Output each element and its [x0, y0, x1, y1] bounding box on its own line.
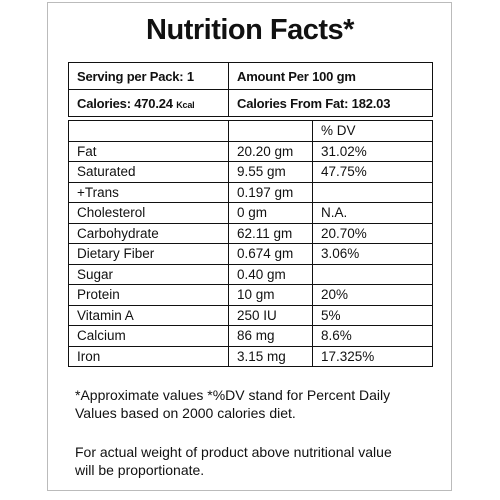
- nutrient-name: Sugar: [68, 263, 229, 285]
- nutrient-table: % DV Fat 20.20 gm 31.02% Saturated 9.55 gm 47…: [68, 120, 433, 367]
- daily-value: 20.70%: [312, 222, 433, 244]
- text-line: For actual weight of product above nutri…: [75, 444, 392, 460]
- summary-row: Calories: 470.24 Kcal Calories From Fat:…: [68, 89, 433, 117]
- nutrient-row: Calcium 86 mg 8.6%: [68, 325, 433, 347]
- calories: Calories: 470.24 Kcal: [68, 89, 229, 117]
- cell: [68, 120, 229, 142]
- nutrient-name: Carbohydrate: [68, 222, 229, 244]
- nutrient-row: Sugar 0.40 gm: [68, 263, 433, 285]
- cell: [228, 120, 313, 142]
- daily-value: 17.325%: [312, 345, 433, 367]
- calories-from-fat: Calories From Fat: 182.03: [228, 89, 433, 117]
- nutrient-row: Saturated 9.55 gm 47.75%: [68, 161, 433, 183]
- amount: 20.20 gm: [228, 140, 313, 162]
- calories-value: Calories: 470.24: [77, 95, 173, 111]
- nutrient-row: Vitamin A 250 IU 5%: [68, 304, 433, 326]
- nutrient-name: Calcium: [68, 325, 229, 347]
- daily-value: N.A.: [312, 202, 433, 224]
- amount: 86 mg: [228, 325, 313, 347]
- note: For actual weight of product above nutri…: [75, 443, 392, 479]
- daily-value: 47.75%: [312, 161, 433, 183]
- nutrient-name: Saturated: [68, 161, 229, 183]
- summary-table: Serving per Pack: 1 Amount Per 100 gm Ca…: [68, 62, 433, 117]
- dv-header: % DV: [312, 120, 433, 142]
- footnote: *Approximate values *%DV stand for Perce…: [75, 386, 390, 422]
- nutrient-row: +Trans 0.197 gm: [68, 181, 433, 203]
- nutrient-name: Fat: [68, 140, 229, 162]
- daily-value: 20%: [312, 284, 433, 306]
- daily-value: [312, 181, 433, 203]
- nutrient-name: Iron: [68, 345, 229, 367]
- amount: 9.55 gm: [228, 161, 313, 183]
- calories-unit: Kcal: [176, 99, 195, 110]
- amount: 0.197 gm: [228, 181, 313, 203]
- nutrient-row: Carbohydrate 62.11 gm 20.70%: [68, 222, 433, 244]
- nutrient-row: Dietary Fiber 0.674 gm 3.06%: [68, 243, 433, 265]
- daily-value: 31.02%: [312, 140, 433, 162]
- nutrient-body: % DV Fat 20.20 gm 31.02% Saturated 9.55 gm 47…: [68, 120, 433, 367]
- text-line: will be proportionate.: [75, 462, 205, 478]
- nutrient-row: Fat 20.20 gm 31.02%: [68, 140, 433, 162]
- amount: 10 gm: [228, 284, 313, 306]
- text-line: *Approximate values *%DV stand for Perce…: [75, 387, 391, 403]
- amount: Amount Per 100 gm: [228, 62, 433, 90]
- amount: 0.674 gm: [228, 243, 313, 265]
- daily-value: 8.6%: [312, 325, 433, 347]
- daily-value: 3.06%: [312, 243, 433, 265]
- nutrient-name: Protein: [68, 284, 229, 306]
- label-border: [47, 2, 452, 491]
- amount: 0 gm: [228, 202, 313, 224]
- nutrient-name: Dietary Fiber: [68, 243, 229, 265]
- daily-value: [312, 263, 433, 285]
- title: Nutrition Facts*: [146, 14, 354, 46]
- text-line: Values based on 2000 calories diet.: [75, 405, 296, 421]
- nutrient-name: Vitamin A: [68, 304, 229, 326]
- nutrient-name: +Trans: [68, 181, 229, 203]
- summary-row: Serving per Pack: 1 Amount Per 100 gm: [68, 62, 433, 90]
- header-row: % DV: [68, 120, 433, 142]
- nutrient-name: Cholesterol: [68, 202, 229, 224]
- nutrient-row: Iron 3.15 mg 17.325%: [68, 345, 433, 367]
- amount: 250 IU: [228, 304, 313, 326]
- amount: 0.40 gm: [228, 263, 313, 285]
- amount: 62.11 gm: [228, 222, 313, 244]
- amount: 3.15 mg: [228, 345, 313, 367]
- serving: Serving per Pack: 1: [68, 62, 229, 90]
- nutrient-row: Cholesterol 0 gm N.A.: [68, 202, 433, 224]
- daily-value: 5%: [312, 304, 433, 326]
- nutrient-row: Protein 10 gm 20%: [68, 284, 433, 306]
